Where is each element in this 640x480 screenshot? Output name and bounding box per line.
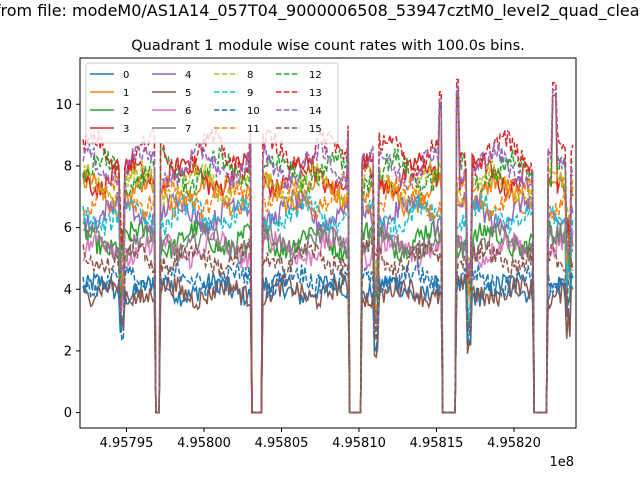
series-line-4: [83, 189, 574, 414]
y-tick-label: 2: [64, 344, 72, 359]
y-tick-label: 6: [64, 221, 72, 236]
legend-label: 5: [185, 88, 191, 99]
y-axis: 0 2 4 6 8 10: [55, 98, 80, 421]
series-line-10: [82, 260, 574, 414]
legend-label: 4: [185, 70, 191, 81]
y-tick-label: 10: [55, 98, 72, 113]
legend-label: 6: [185, 106, 191, 117]
x-tick-label: 4.95815: [410, 436, 464, 451]
figure-suptitle: Plot from file: modeM0/AS1A14_057T04_900…: [0, 1, 640, 21]
legend-label: 9: [247, 88, 253, 99]
legend-label: 7: [185, 124, 191, 135]
x-tick-label: 4.95805: [255, 436, 309, 451]
legend-label: 8: [247, 70, 253, 81]
y-tick-label: 8: [64, 159, 72, 174]
x-tick-label: 4.95810: [332, 436, 386, 451]
series-line-15: [82, 236, 574, 414]
legend-box: [85, 62, 339, 144]
series-line-6: [82, 226, 574, 414]
series-line-12: [82, 89, 574, 414]
series-layer: [82, 78, 574, 414]
legend-label: 3: [123, 124, 129, 135]
series-line-11: [82, 173, 574, 414]
series-line-5: [82, 272, 574, 414]
series-line-7: [82, 220, 574, 414]
x-tick-label: 4.95820: [487, 436, 541, 451]
x-tick-label: 4.95800: [177, 436, 231, 451]
y-tick-label: 4: [64, 283, 72, 298]
x-offset-label: 1e8: [549, 455, 574, 470]
chart-title: Quadrant 1 module wise count rates with …: [131, 38, 525, 54]
series-line-8: [82, 159, 574, 414]
legend-label: 2: [123, 106, 129, 117]
series-line-9: [82, 190, 574, 414]
legend-label: 12: [309, 70, 322, 81]
legend-label: 10: [247, 106, 260, 117]
x-axis: 4.95795 4.95800 4.95805 4.95810 4.95815 4.958…: [100, 428, 541, 451]
legend-label: 1: [123, 88, 129, 99]
x-tick-label: 4.95795: [100, 436, 154, 451]
legend-label: 14: [309, 106, 322, 117]
legend-label: 15: [309, 124, 322, 135]
legend-label: 13: [309, 88, 322, 99]
y-tick-label: 0: [64, 406, 72, 421]
legend-label: 11: [247, 124, 260, 135]
series-line-14: [82, 86, 574, 414]
legend-label: 0: [123, 70, 129, 81]
plot-frame: [79, 57, 577, 429]
